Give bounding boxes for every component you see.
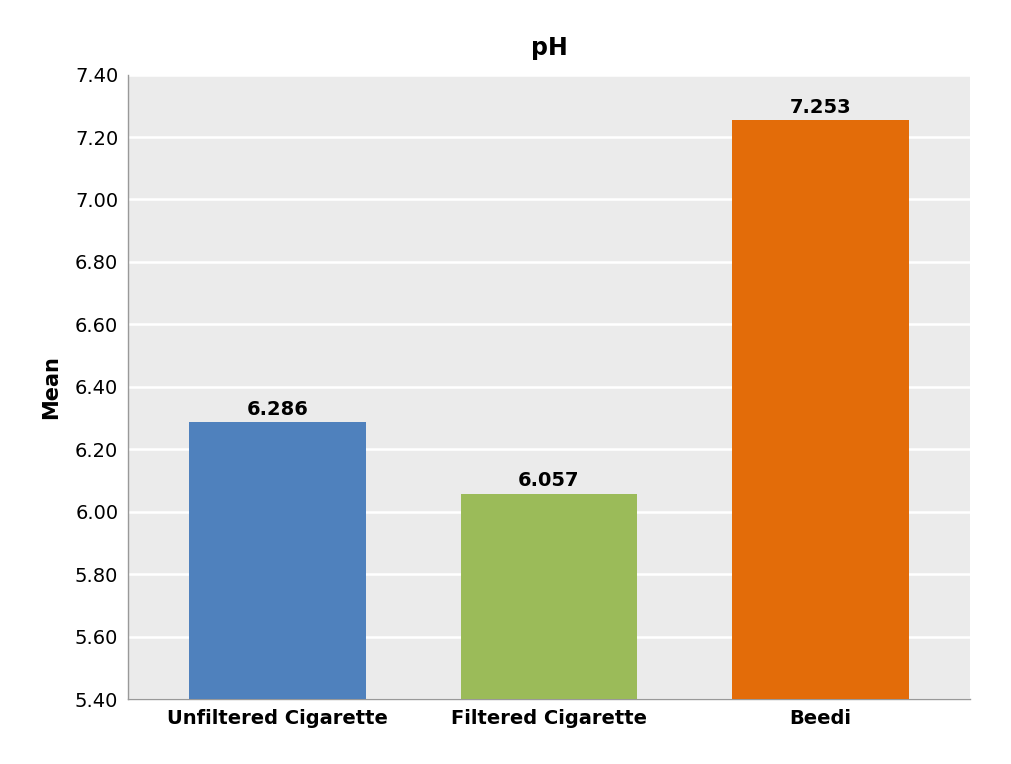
Bar xyxy=(189,422,366,764)
Text: 6.057: 6.057 xyxy=(519,471,579,490)
Bar xyxy=(461,494,637,764)
Text: 6.286: 6.286 xyxy=(247,400,308,419)
Bar xyxy=(732,121,909,764)
Title: pH: pH xyxy=(531,36,567,60)
Y-axis label: Mean: Mean xyxy=(41,355,61,419)
Text: 7.253: 7.253 xyxy=(790,98,851,117)
